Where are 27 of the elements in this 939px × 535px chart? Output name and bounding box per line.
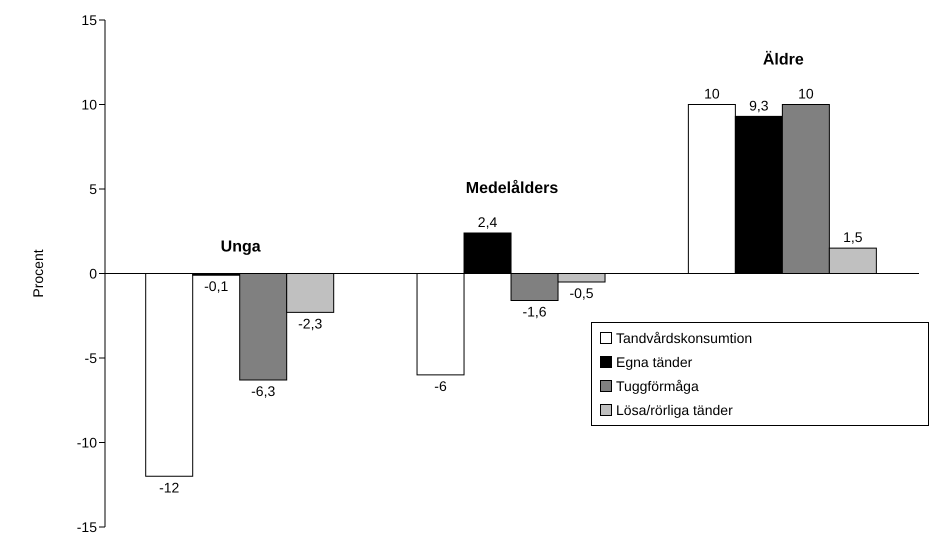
y-tick-label: 5 bbox=[89, 180, 98, 197]
data-label: 10 bbox=[798, 86, 814, 102]
y-tick-label: 15 bbox=[81, 12, 98, 28]
data-label: 1,5 bbox=[843, 229, 863, 246]
legend-label: Tandvårdskonsumtion bbox=[616, 329, 752, 348]
data-label: -2,3 bbox=[298, 315, 322, 332]
y-tick-label: 0 bbox=[89, 265, 98, 282]
data-label: -12 bbox=[159, 479, 180, 496]
data-label: 2,4 bbox=[478, 214, 498, 230]
data-label: -6,3 bbox=[251, 382, 276, 399]
y-tick-label: -15 bbox=[76, 518, 98, 535]
legend-label: Lösa/rörliga tänder bbox=[616, 401, 733, 420]
data-label: -6 bbox=[434, 378, 447, 394]
data-label: 9,3 bbox=[749, 97, 769, 114]
y-axis-title: Procent bbox=[30, 249, 46, 298]
data-label: -0,1 bbox=[204, 278, 228, 294]
annotation: Unga bbox=[220, 238, 261, 256]
data-label: -0,5 bbox=[569, 284, 594, 301]
annotation: Äldre bbox=[762, 50, 804, 68]
legend-label: Egna tänder bbox=[616, 353, 692, 372]
annotation: Medelålders bbox=[466, 178, 558, 197]
data-label: 10 bbox=[704, 86, 720, 102]
legend-label: Tuggförmåga bbox=[616, 377, 699, 396]
data-label: -1,6 bbox=[522, 304, 547, 320]
y-tick-label: -5 bbox=[84, 350, 98, 366]
y-tick-label: 10 bbox=[81, 96, 98, 112]
y-tick-label: -10 bbox=[76, 434, 98, 450]
